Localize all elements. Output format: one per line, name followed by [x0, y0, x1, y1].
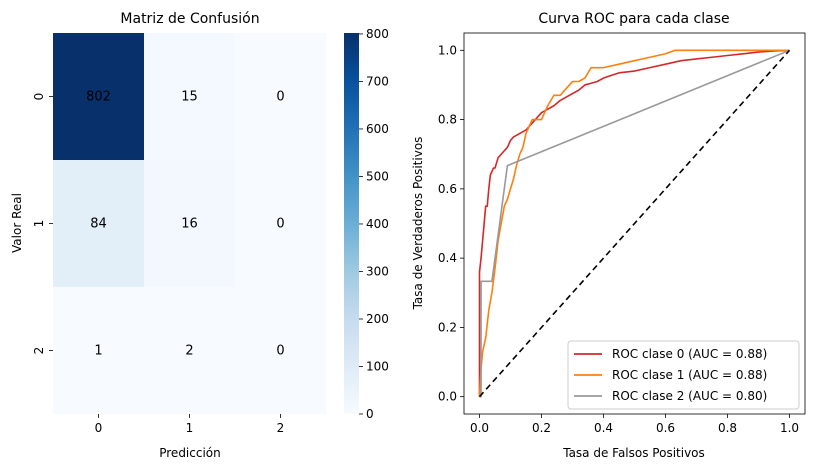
colorbar-bar	[344, 33, 359, 414]
roc-y-tick-label: 0.4	[438, 251, 457, 265]
heatmap-cell	[235, 33, 327, 161]
legend-label: ROC clase 2 (AUC = 0.80)	[612, 389, 767, 403]
heatmap-cell	[53, 287, 145, 415]
colorbar-tick-label: 500	[366, 169, 389, 183]
colorbar-tick-label: 300	[366, 264, 389, 278]
heatmap-y-tick-label: 1	[32, 220, 46, 228]
heatmap-cell-label: 802	[86, 90, 111, 105]
heatmap-cell	[144, 160, 236, 288]
roc-line-2	[479, 49, 790, 398]
heatmap-x-ticks: 0 1 2	[95, 414, 285, 435]
legend-label: ROC clase 1 (AUC = 0.88)	[612, 368, 767, 382]
colorbar-tick-label: 700	[366, 74, 389, 88]
heatmap-cell	[53, 33, 145, 161]
roc-y-tick-label: 1.0	[438, 43, 457, 57]
heatmap-cell	[144, 287, 236, 415]
roc-plot-frame	[463, 32, 806, 415]
roc-y-tick-label: 0.0	[438, 390, 457, 404]
roc-x-tick-label: 0.4	[594, 421, 613, 435]
legend-box	[567, 340, 800, 410]
heatmap-cell-label: 0	[276, 344, 284, 359]
roc-chart: Curva ROC para cada clase 0.0 0.2 0.4 0.6 0.…	[411, 11, 806, 460]
colorbar-tick-label: 200	[366, 312, 389, 326]
heatmap-y-tick-label: 2	[32, 347, 46, 355]
heatmap-cell	[235, 287, 327, 415]
colorbar-tick-label: 100	[366, 359, 389, 373]
roc-lines	[478, 49, 791, 398]
heatmap-ylabel: Valor Real	[10, 193, 24, 253]
heatmap-cell-label: 15	[181, 90, 198, 105]
heatmap-cell-label: 84	[90, 217, 107, 232]
heatmap-cell	[235, 160, 327, 288]
roc-xlabel: Tasa de Falsos Positivos	[562, 446, 705, 460]
roc-x-tick-label: 0.2	[532, 421, 551, 435]
heatmap-x-tick-label: 0	[95, 421, 103, 435]
heatmap-y-ticks: 0 1 2	[32, 93, 53, 355]
heatmap-cell-label: 0	[276, 217, 284, 232]
heatmap-cell	[144, 33, 236, 161]
legend-items: ROC clase 0 (AUC = 0.88) ROC clase 1 (AUC…	[574, 347, 767, 403]
roc-x-tick-label: 0.8	[718, 421, 737, 435]
heatmap-cell	[53, 160, 145, 288]
roc-ylabel: Tasa de Verdaderos Positivos	[411, 137, 425, 311]
heatmap-x-tick-label: 2	[277, 421, 285, 435]
roc-x-ticks: 0.0 0.2 0.4 0.6 0.8 1.0	[470, 414, 799, 435]
roc-y-tick-label: 0.6	[438, 182, 457, 196]
heatmap-y-tick-label: 0	[32, 93, 46, 101]
colorbar-tick-label: 800	[366, 27, 389, 41]
heatmap-cell-label: 1	[94, 344, 102, 359]
roc-y-ticks: 0.0 0.2 0.4 0.6 0.8 1.0	[438, 43, 464, 404]
roc-x-tick-label: 0.6	[656, 421, 675, 435]
colorbar-ticks: 0 100 200 300 400 500 600 700 800	[359, 27, 389, 421]
colorbar-tick-label: 400	[366, 217, 389, 231]
heatmap-title: Matriz de Confusión	[120, 11, 259, 27]
heatmap-cell-label: 0	[276, 90, 284, 105]
roc-legend: ROC clase 0 (AUC = 0.88) ROC clase 1 (AUC…	[567, 340, 800, 410]
legend-label: ROC clase 0 (AUC = 0.88)	[612, 347, 767, 361]
confusion-matrix-chart: Matriz de Confusión 802 15 0 84 16 0 1 2 0 0 1 2 0…	[10, 11, 327, 460]
heatmap-xlabel: Predicción	[159, 446, 221, 460]
roc-x-tick-label: 0.0	[470, 421, 489, 435]
colorbar: 0 100 200 300 400 500 600 700 800	[344, 27, 389, 421]
heatmap-cell-label: 2	[185, 344, 193, 359]
roc-x-tick-label: 1.0	[780, 421, 799, 435]
heatmap-cells: 802 15 0 84 16 0 1 2 0	[53, 33, 327, 415]
roc-y-tick-label: 0.2	[438, 320, 457, 334]
colorbar-tick-label: 600	[366, 122, 389, 136]
colorbar-tick-label: 0	[366, 407, 374, 421]
heatmap-x-tick-label: 1	[186, 421, 194, 435]
roc-line-1	[478, 49, 790, 397]
roc-y-tick-label: 0.8	[438, 113, 457, 127]
diagonal-reference-line	[478, 49, 791, 398]
heatmap-cell-label: 16	[181, 217, 198, 232]
roc-title: Curva ROC para cada clase	[538, 11, 729, 27]
